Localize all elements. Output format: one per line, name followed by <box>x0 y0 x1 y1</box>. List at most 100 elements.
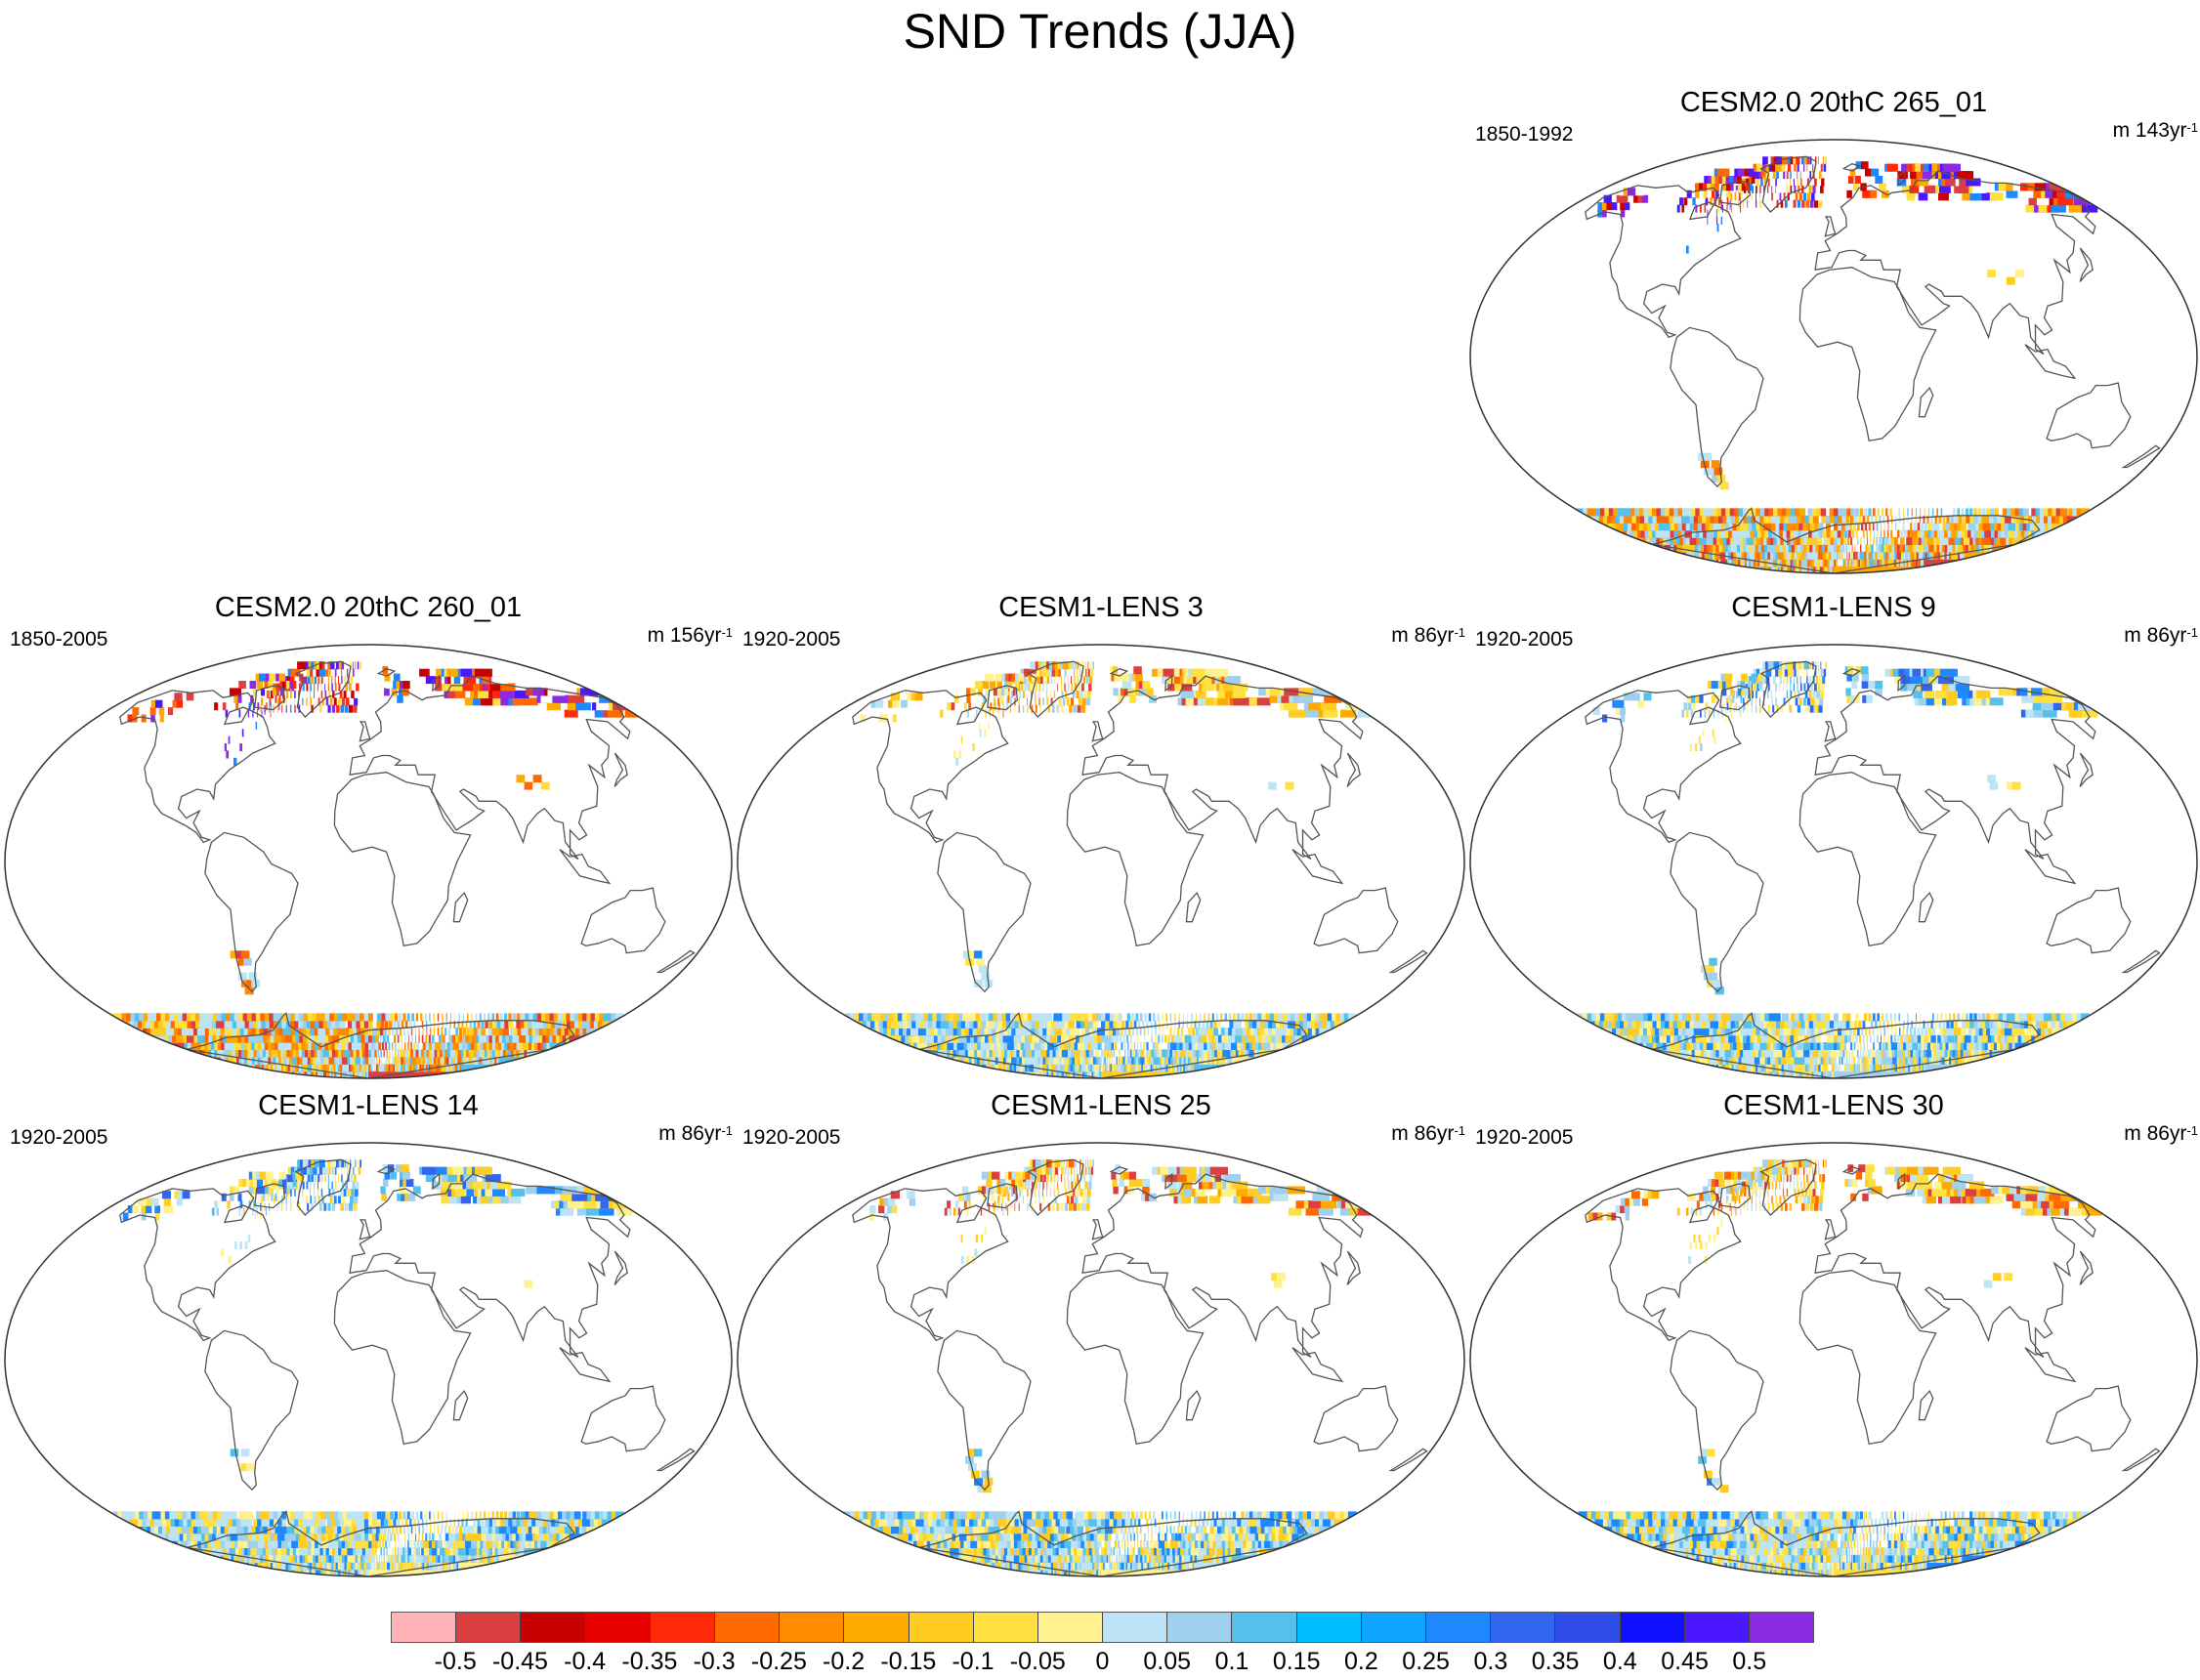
colorbar-tick-label: 0.4 <box>1602 1648 1637 1675</box>
colorbar-swatch <box>1491 1613 1556 1642</box>
robinson-map <box>737 644 1465 1079</box>
coastline-indonesia <box>2024 344 2077 380</box>
colorbar-tick-label: 0.5 <box>1732 1648 1767 1675</box>
trend-field <box>108 661 642 1078</box>
coastline-madagascar <box>1918 891 1934 923</box>
colorbar-tick-label: -0.5 <box>434 1648 477 1675</box>
map-panel-p1: CESM2.0 20thC 260_01 1850-2005 m 156yr-1 <box>2 591 735 1079</box>
panel-title: CESM2.0 20thC 265_01 <box>1679 87 1988 118</box>
trend-field <box>1574 1159 2102 1576</box>
robinson-map <box>1469 644 2198 1079</box>
coastline-antarctica <box>919 1012 1308 1078</box>
coastline-uk <box>359 721 371 742</box>
panel-units: m 86yr-1 <box>2124 1122 2198 1145</box>
coastline-indonesia <box>559 1347 612 1383</box>
coastline-south-america <box>1670 831 1764 993</box>
robinson-map <box>4 1142 733 1577</box>
coastline-south-america <box>1670 326 1764 488</box>
coastline-baffin <box>1719 1183 1752 1209</box>
coastline-madagascar <box>1185 1389 1202 1421</box>
coastline-japan <box>613 1250 628 1285</box>
colorbar-tick-label: 0.25 <box>1402 1648 1450 1675</box>
coastline-madagascar <box>1185 891 1202 923</box>
coastline-south-america <box>204 1329 299 1491</box>
colorbar-swatch <box>973 1613 1038 1642</box>
coastline-greenland <box>1027 1158 1084 1216</box>
coastline-indonesia <box>559 849 612 885</box>
coastline-australia <box>2046 887 2132 954</box>
colorbar-swatch <box>1037 1613 1104 1642</box>
colorbar-tick-label: 0.3 <box>1473 1648 1508 1675</box>
coastline-north-america <box>119 1188 276 1342</box>
colorbar-tick-label: -0.3 <box>693 1648 736 1675</box>
coastline-baffin <box>1719 180 1752 206</box>
colorbar-swatch <box>1296 1613 1362 1642</box>
coastline-antarctica <box>1652 1510 2041 1576</box>
coastline-africa <box>333 772 472 947</box>
coastline-africa <box>333 1270 472 1446</box>
panel-units: m 156yr-1 <box>647 624 733 647</box>
colorbar <box>391 1612 1814 1643</box>
coastlines <box>1585 1158 2161 1576</box>
panel-title: CESM1-LENS 14 <box>258 1090 479 1121</box>
coastline-svalbard <box>1109 667 1129 677</box>
colorbar-tick-label: -0.35 <box>621 1648 678 1675</box>
coastline-africa <box>1798 1270 1937 1446</box>
panel-title: CESM1-LENS 25 <box>991 1090 1211 1121</box>
coastlines <box>852 1158 1428 1576</box>
coastline-new-zealand <box>2121 1448 2161 1472</box>
map-border <box>737 644 1465 1079</box>
map-border <box>1469 1142 2198 1577</box>
coastline-novaya-zemlya <box>432 674 441 693</box>
coastline-novaya-zemlya <box>1897 674 1906 693</box>
coastline-new-zealand <box>2121 444 2161 469</box>
map-border <box>4 1142 733 1577</box>
coastline-svalbard <box>1109 1165 1129 1175</box>
figure-title: SND Trends (JJA) <box>903 4 1297 59</box>
trend-field <box>841 661 1375 1078</box>
coastline-greenland <box>294 1158 352 1216</box>
map-panel-p4: CESM1-LENS 14 1920-2005 m 86yr-1 <box>2 1089 735 1577</box>
coastline-svalbard <box>376 667 397 677</box>
panel-period: 1920-2005 <box>1475 1126 1574 1149</box>
coastline-baffin <box>254 685 286 711</box>
coastline-japan <box>2079 1250 2094 1285</box>
coastline-uk <box>1091 1219 1104 1240</box>
colorbar-tick-label: -0.25 <box>750 1648 807 1675</box>
colorbar-tick-label: -0.2 <box>823 1648 866 1675</box>
colorbar-tick-label: 0.1 <box>1214 1648 1249 1675</box>
coastline-south-america <box>937 1329 1032 1491</box>
map-border <box>1469 644 2198 1079</box>
colorbar-tick-label: -0.15 <box>880 1648 937 1675</box>
colorbar-swatch <box>1426 1613 1492 1642</box>
coastline-uk <box>1091 721 1104 742</box>
coastline-australia <box>2046 382 2132 449</box>
coastline-baffin <box>254 1183 286 1209</box>
coastline-madagascar <box>1918 1389 1934 1421</box>
coastline-madagascar <box>452 891 469 923</box>
panel-period: 1920-2005 <box>10 1126 108 1149</box>
colorbar-swatch <box>650 1613 715 1642</box>
coastline-antarctica <box>1652 1012 2041 1078</box>
coastline-baffin <box>987 685 1019 711</box>
coastline-eurasia <box>1814 1173 2096 1359</box>
coastline-eurasia <box>1814 675 2096 861</box>
coastline-australia <box>2046 1385 2132 1452</box>
colorbar-tick-label: -0.1 <box>952 1648 994 1675</box>
coastline-eurasia <box>349 1173 631 1359</box>
coastline-novaya-zemlya <box>1897 169 1906 188</box>
map-panel-p6: CESM1-LENS 30 1920-2005 m 86yr-1 <box>1467 1089 2200 1577</box>
colorbar-swatch <box>392 1613 457 1642</box>
panel-units: m 86yr-1 <box>658 1122 733 1145</box>
coastline-antarctica <box>1652 507 2041 573</box>
trend-field <box>108 1159 633 1576</box>
coastline-eurasia <box>1081 675 1364 861</box>
coastline-antarctica <box>187 1012 575 1078</box>
coastline-baffin <box>987 1183 1019 1209</box>
panel-title: CESM1-LENS 9 <box>1731 592 1936 623</box>
coastline-japan <box>2079 752 2094 787</box>
coastline-japan <box>1346 752 1361 787</box>
colorbar-swatch <box>1555 1613 1621 1642</box>
colorbar-swatch <box>1361 1613 1426 1642</box>
colorbar-swatch <box>1620 1613 1685 1642</box>
